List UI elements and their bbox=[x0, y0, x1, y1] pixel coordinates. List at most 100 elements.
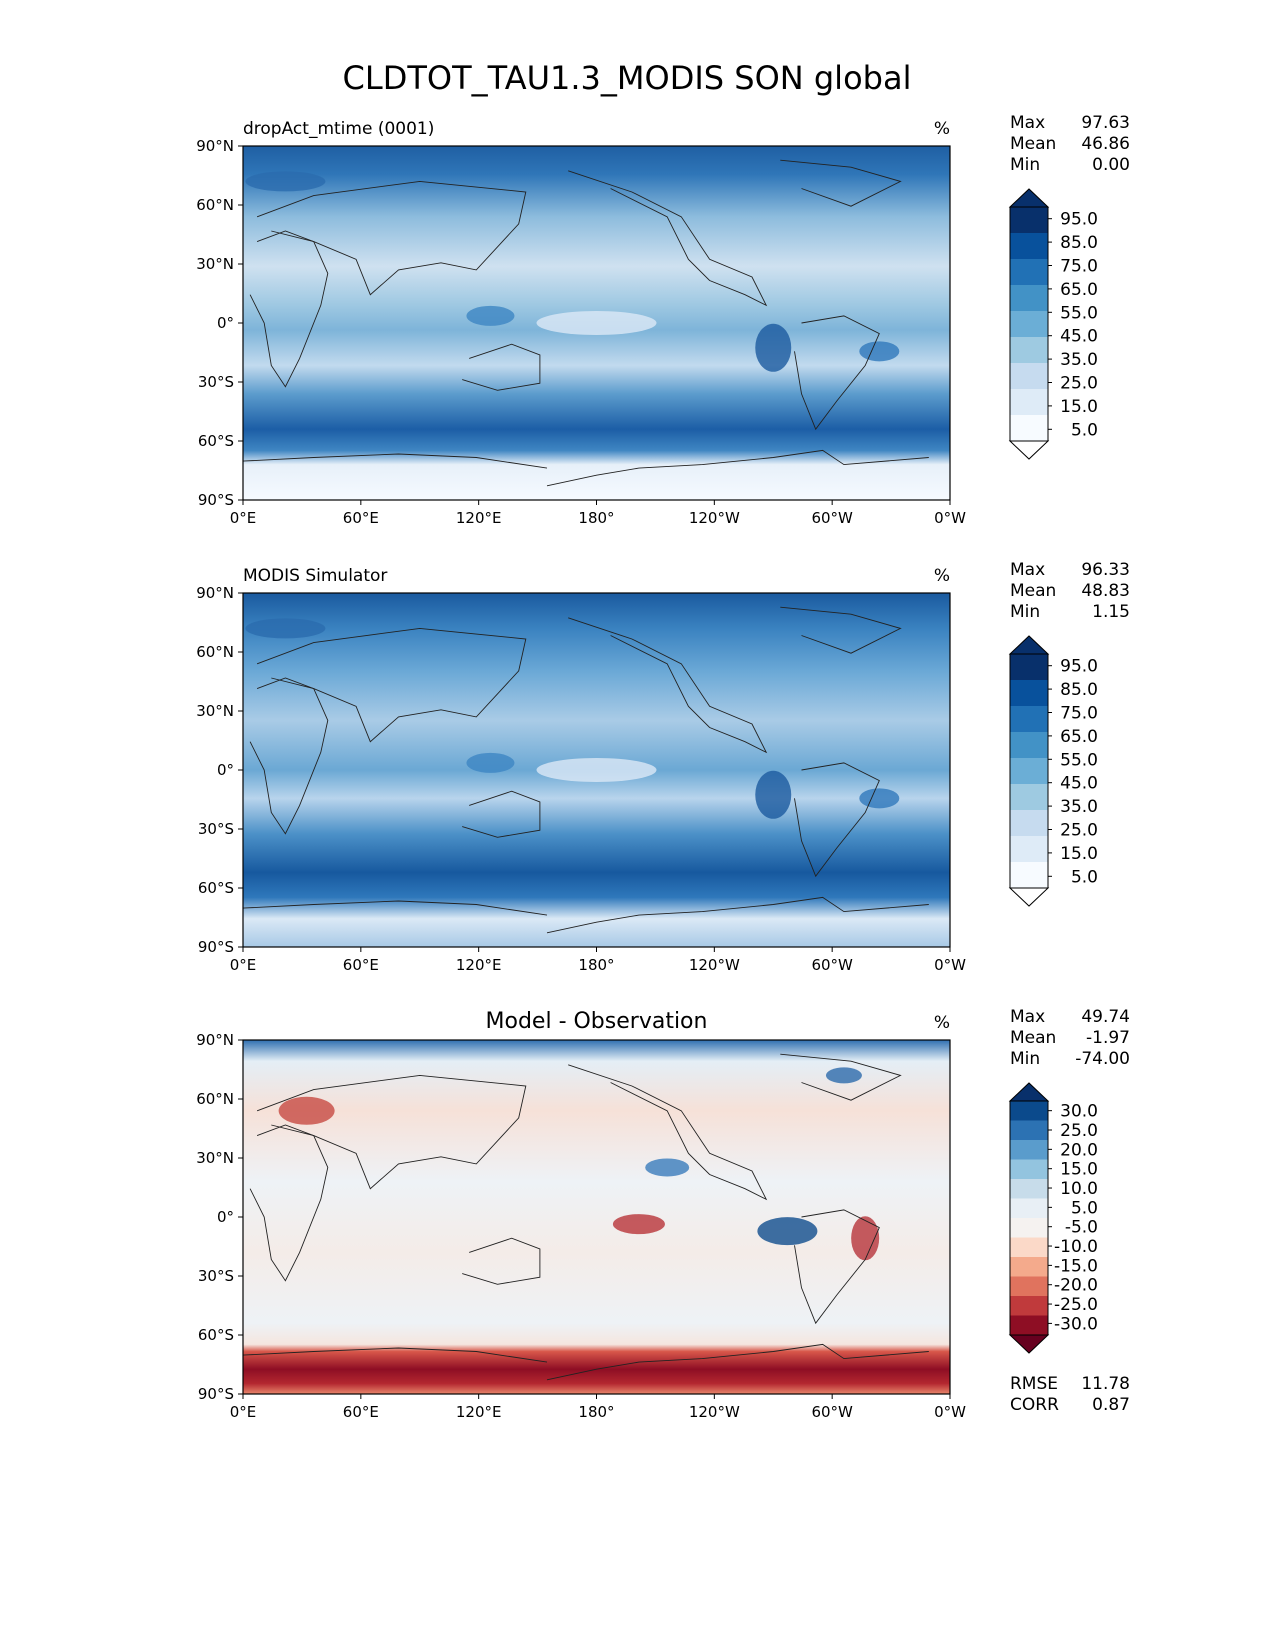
colorbar-label: -10.0 bbox=[1054, 1237, 1098, 1257]
colorbar-label: -25.0 bbox=[1054, 1295, 1098, 1315]
coastline bbox=[794, 762, 880, 878]
colorbar-label: 5.0 bbox=[1071, 867, 1098, 887]
colorbar-segment bbox=[1010, 784, 1048, 811]
y-tick-label: 30°S bbox=[198, 1267, 234, 1285]
colorbar-segment bbox=[1010, 1276, 1048, 1297]
y-tick-label: 30°N bbox=[196, 255, 234, 273]
x-tick-label: 0°W bbox=[934, 509, 966, 527]
y-tick-label: 90°N bbox=[196, 1031, 234, 1049]
colorbar-label: 25.0 bbox=[1060, 821, 1098, 841]
colorbar-label: -5.0 bbox=[1065, 1218, 1098, 1238]
colorbar-label: 30.0 bbox=[1060, 1102, 1098, 1122]
colorbar-label: 85.0 bbox=[1060, 680, 1098, 700]
colorbar-label: 15.0 bbox=[1060, 844, 1098, 864]
y-tick-label: 0° bbox=[217, 314, 234, 332]
stat-value: 0.87 bbox=[1092, 1395, 1130, 1415]
map-feature bbox=[612, 1214, 665, 1235]
x-tick-label: 120°E bbox=[456, 956, 502, 974]
coastline bbox=[546, 449, 929, 487]
y-tick-label: 60°S bbox=[198, 1326, 234, 1344]
stat-value: -74.00 bbox=[1075, 1049, 1130, 1069]
colorbar-segment bbox=[1010, 1237, 1048, 1258]
coastline bbox=[546, 1343, 929, 1381]
y-tick-label: 60°N bbox=[196, 196, 234, 214]
colorbar-segment bbox=[1010, 1159, 1048, 1180]
colorbar-segment bbox=[1010, 1257, 1048, 1277]
colorbar-segment bbox=[1010, 862, 1048, 889]
panel-2: 0°E 60°E 120°E 180° 120°W 60°W 0°W 90°N 60°N 30°N… bbox=[196, 560, 1130, 974]
colorbar-label: 10.0 bbox=[1060, 1179, 1098, 1199]
x-tick-label: 60°W bbox=[811, 1403, 853, 1421]
y-tick-label: 90°S bbox=[198, 1385, 234, 1403]
map-feature bbox=[755, 770, 792, 819]
colorbar-extend-max bbox=[1008, 635, 1050, 655]
x-tick-label: 60°E bbox=[343, 509, 379, 527]
coastline bbox=[780, 606, 902, 654]
y-tick-label: 90°S bbox=[198, 938, 234, 956]
colorbar-label: 85.0 bbox=[1060, 233, 1098, 253]
map-feature bbox=[245, 618, 326, 639]
coastline bbox=[568, 617, 768, 754]
x-tick-label: 60°W bbox=[811, 509, 853, 527]
colorbar-extend-min bbox=[1008, 440, 1050, 460]
coastline bbox=[462, 790, 541, 838]
colorbar-label: 95.0 bbox=[1060, 210, 1098, 230]
map-feature bbox=[825, 1067, 862, 1084]
colorbar-segment bbox=[1010, 1120, 1048, 1141]
coastline bbox=[249, 1124, 329, 1282]
colorbar-label: -15.0 bbox=[1054, 1256, 1098, 1276]
coastline bbox=[546, 896, 929, 934]
colorbar-label: -30.0 bbox=[1054, 1314, 1098, 1334]
colorbar-label: 45.0 bbox=[1060, 327, 1098, 347]
colorbar-label: 75.0 bbox=[1060, 704, 1098, 724]
map-feature bbox=[466, 752, 515, 773]
colorbar-segment bbox=[1010, 415, 1048, 442]
coastline bbox=[780, 159, 902, 207]
y-tick-label: 30°N bbox=[196, 1149, 234, 1167]
coastline bbox=[568, 1064, 768, 1201]
y-tick-label: 90°S bbox=[198, 491, 234, 509]
stat-value: 49.74 bbox=[1081, 1007, 1130, 1027]
colorbar-label: 55.0 bbox=[1060, 303, 1098, 323]
map-feature bbox=[859, 341, 900, 362]
x-tick-label: 180° bbox=[578, 1403, 614, 1421]
panel-left-title: dropAct_mtime (0001) bbox=[243, 119, 434, 139]
colorbar-label: 65.0 bbox=[1060, 280, 1098, 300]
colorbar-segment bbox=[1010, 1101, 1048, 1121]
stat-label: RMSE bbox=[1010, 1374, 1058, 1394]
stat-label: Mean bbox=[1010, 134, 1056, 154]
map-feature bbox=[757, 1217, 818, 1246]
stat-value: 46.86 bbox=[1081, 134, 1130, 154]
coastline bbox=[242, 453, 548, 469]
map-feature bbox=[536, 311, 657, 335]
x-tick-label: 180° bbox=[578, 956, 614, 974]
colorbar-segment bbox=[1010, 1218, 1048, 1238]
coastline bbox=[256, 1074, 527, 1190]
stat-value: 48.83 bbox=[1081, 581, 1130, 601]
stat-value: -1.97 bbox=[1086, 1028, 1130, 1048]
map-feature bbox=[755, 323, 792, 372]
y-tick-label: 60°N bbox=[196, 1090, 234, 1108]
colorbar-label: 5.0 bbox=[1071, 420, 1098, 440]
y-tick-label: 60°N bbox=[196, 643, 234, 661]
colorbar-label: -20.0 bbox=[1054, 1276, 1098, 1296]
panel-1: 0°E 60°E 120°E 180° 120°W 60°W 0°W 90°N 60°N 30°N… bbox=[196, 113, 1130, 527]
panel-left-title: MODIS Simulator bbox=[243, 566, 387, 586]
colorbar-label: 15.0 bbox=[1060, 397, 1098, 417]
coastline bbox=[462, 343, 541, 391]
y-tick-label: 60°S bbox=[198, 879, 234, 897]
colorbar-segment bbox=[1010, 1179, 1048, 1199]
stat-label: Max bbox=[1010, 113, 1045, 133]
coastline bbox=[256, 180, 527, 296]
colorbar-label: 95.0 bbox=[1060, 657, 1098, 677]
stat-label: Min bbox=[1010, 1049, 1040, 1069]
map-feature bbox=[851, 1216, 880, 1261]
y-tick-label: 0° bbox=[217, 761, 234, 779]
coastline bbox=[256, 627, 527, 743]
x-tick-label: 0°E bbox=[230, 956, 257, 974]
x-tick-label: 0°E bbox=[230, 1403, 257, 1421]
colorbar-segment bbox=[1010, 1198, 1048, 1219]
y-tick-label: 0° bbox=[217, 1208, 234, 1226]
colorbar-segment bbox=[1010, 311, 1048, 338]
stat-label: Max bbox=[1010, 560, 1045, 580]
